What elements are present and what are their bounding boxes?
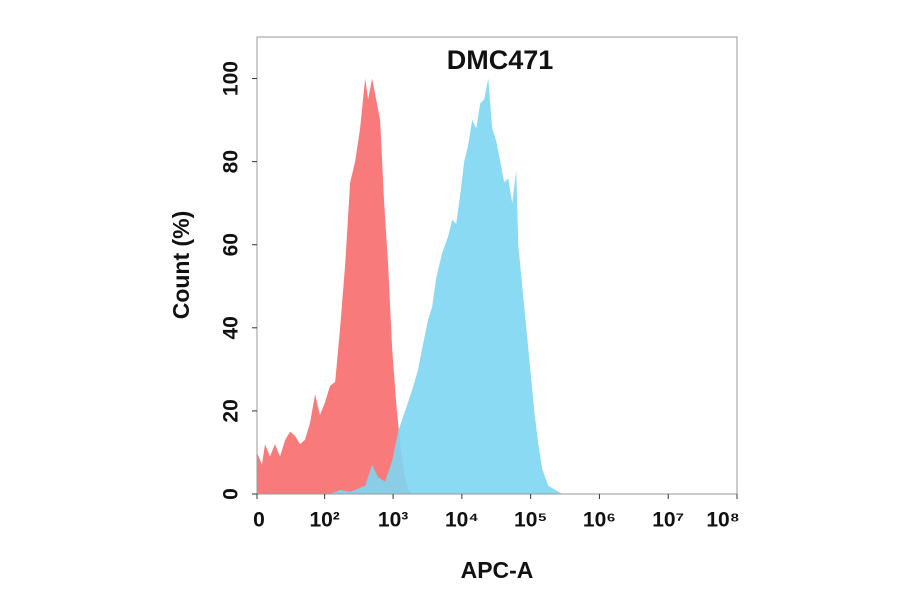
- y-tick-label: 60: [220, 233, 243, 256]
- y-tick-label: 0: [220, 488, 243, 500]
- x-tick-label: 10²: [309, 509, 339, 532]
- y-axis-label: Count (%): [168, 211, 194, 320]
- plot-frame: [256, 36, 738, 495]
- chart-title: DMC471: [447, 45, 554, 75]
- histogram-area: [257, 78, 413, 494]
- x-tick-label: 10⁵: [514, 509, 547, 532]
- x-tick-label: 10⁴: [445, 509, 479, 532]
- x-axis-label: APC-A: [461, 557, 534, 583]
- x-tick-label: 10³: [378, 509, 408, 532]
- x-tick-label: 10⁶: [583, 509, 616, 532]
- y-tick-label: 100: [220, 61, 243, 96]
- y-tick-label: 80: [220, 150, 243, 173]
- histogram-area: [329, 78, 563, 494]
- x-tick-label: 10⁸: [706, 509, 739, 532]
- x-tick-label: 0: [253, 509, 265, 532]
- y-tick-label: 20: [220, 399, 243, 422]
- y-tick-label: 40: [220, 316, 243, 339]
- plot-area: [257, 78, 563, 494]
- x-tick-label: 10⁷: [652, 509, 684, 532]
